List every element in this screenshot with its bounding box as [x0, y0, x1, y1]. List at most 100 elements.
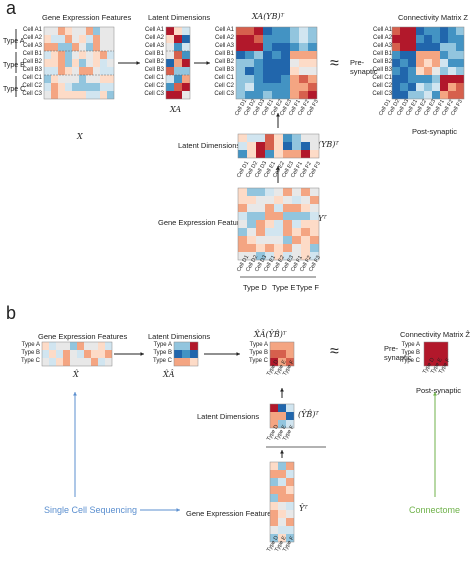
heatmap-cell [174, 51, 182, 59]
heatmap-cell [400, 51, 408, 59]
heatmap-cell [44, 35, 51, 43]
heatmap-cell [98, 342, 105, 350]
heatmap-cell [278, 412, 286, 420]
row-label: Cell B3 [144, 67, 164, 73]
heatmap-cell [283, 196, 292, 204]
heatmap-cell [310, 142, 319, 150]
heatmap-cell [86, 91, 93, 99]
heatmap-cell [424, 350, 432, 358]
heatmap-cell [424, 358, 432, 366]
heatmap-cell [107, 59, 114, 67]
heatmap-cell [256, 236, 265, 244]
heatmap-cell [286, 518, 294, 526]
heatmap-cell [274, 196, 283, 204]
heatmap-cell [308, 75, 317, 83]
a-latent-title: Latent Dimensions [148, 13, 211, 22]
heatmap-cell [263, 35, 272, 43]
b-connectome-label: Connectome [409, 505, 461, 515]
heatmap-cell [270, 350, 278, 358]
heatmap-cell [86, 83, 93, 91]
heatmap-cell [238, 220, 247, 228]
heatmap-cell [278, 534, 286, 542]
heatmap-cell [93, 75, 100, 83]
heatmap-cell [93, 91, 100, 99]
heatmap-cell [310, 236, 319, 244]
heatmap-cell [301, 188, 310, 196]
heatmap-cell [456, 83, 464, 91]
heatmap-cell [65, 35, 72, 43]
heatmap-cell [182, 59, 190, 67]
heatmap-cell [424, 67, 432, 75]
heatmap-cell [72, 83, 79, 91]
heatmap-cell [182, 35, 190, 43]
heatmap-cell [281, 75, 290, 83]
heatmap-cell [283, 220, 292, 228]
heatmap-cell [238, 236, 247, 244]
heatmap-cell [100, 51, 107, 59]
heatmap-cell [49, 350, 56, 358]
heatmap-cell [256, 204, 265, 212]
heatmap-cell [432, 83, 440, 91]
heatmap-cell [400, 67, 408, 75]
heatmap-cell [299, 51, 308, 59]
row-label: Type A [21, 342, 40, 348]
heatmap-cell [432, 27, 440, 35]
heatmap-cell [272, 35, 281, 43]
b-conn-title: Connectivity Matrix Ẑ [400, 330, 471, 339]
heatmap-cell [174, 35, 182, 43]
row-label: Type C [248, 358, 268, 364]
heatmap-cell [392, 27, 400, 35]
heatmap-cell [308, 27, 317, 35]
heatmap-cell [278, 342, 286, 350]
a-type-e: Type E [272, 283, 296, 292]
a-type-a-label: Type A [3, 38, 25, 45]
heatmap-cell [392, 67, 400, 75]
heatmap-cell [424, 59, 432, 67]
b-arrow-blue-right-head [176, 508, 180, 512]
heatmap-cell [281, 35, 290, 43]
heatmap-cell [254, 91, 263, 99]
row-label: Cell A3 [22, 43, 42, 49]
heatmap-cell [440, 358, 448, 366]
heatmap-cell [263, 27, 272, 35]
row-label: Type B [249, 350, 268, 356]
heatmap-cell [278, 494, 286, 502]
heatmap-cell [166, 91, 174, 99]
heatmap-cell [182, 51, 190, 59]
row-label: Cell C1 [144, 75, 164, 81]
heatmap-cell [456, 27, 464, 35]
heatmap-cell [100, 83, 107, 91]
heatmap-cell [274, 228, 283, 236]
heatmap-cell [72, 67, 79, 75]
row-label: Type B [21, 350, 40, 356]
heatmap-cell [254, 35, 263, 43]
heatmap-cell [432, 350, 440, 358]
heatmap-cell [270, 404, 278, 412]
heatmap-cell [166, 67, 174, 75]
row-label: Cell A3 [214, 43, 234, 49]
heatmap-cell [392, 91, 400, 99]
heatmap-cell [272, 27, 281, 35]
heatmap-cell [49, 342, 56, 350]
heatmap-cell [107, 51, 114, 59]
heatmap-cell [91, 358, 98, 366]
heatmap-cell [265, 228, 274, 236]
heatmap-cell [408, 27, 416, 35]
heatmap-cell [174, 59, 182, 67]
heatmap-cell [51, 83, 58, 91]
heatmap-cell [270, 486, 278, 494]
heatmap-cell [182, 342, 190, 350]
heatmap-cell [63, 342, 70, 350]
heatmap-cell [299, 67, 308, 75]
row-label: Cell A1 [144, 27, 164, 33]
heatmap-cell [44, 91, 51, 99]
heatmap-cell [278, 526, 286, 534]
heatmap-cell [100, 35, 107, 43]
a-gene-expr-lbl: Gene Expression Features [158, 218, 248, 227]
heatmap-cell [72, 51, 79, 59]
heatmap-cell [292, 212, 301, 220]
heatmap-cell [182, 75, 190, 83]
row-label: Cell B1 [144, 51, 164, 57]
heatmap-cell [79, 91, 86, 99]
heatmap-cell [79, 67, 86, 75]
